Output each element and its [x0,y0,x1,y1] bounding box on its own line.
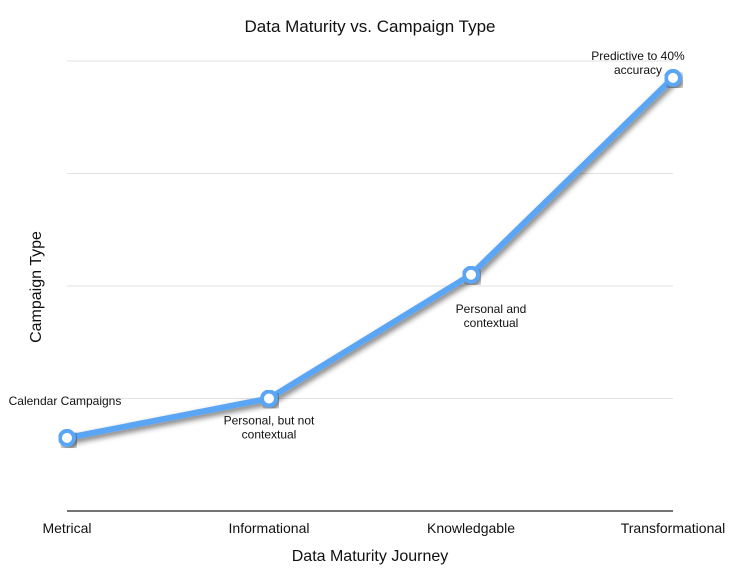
grid [67,60,673,399]
annotation-label: Personal and contextual [456,302,527,330]
x-tick-label: Transformational [621,520,726,536]
annotation-label: Calendar Campaigns [9,394,122,408]
data-point [58,428,76,447]
x-tick-label: Knowledgable [427,520,515,536]
annotation-label: Personal, but not contextual [224,414,315,442]
data-point [664,68,682,87]
x-tick-labels: Metrical Informational Knowledgable Transfo… [42,520,725,536]
data-point [462,265,480,284]
data-point [260,389,278,408]
x-tick-label: Metrical [42,520,91,536]
annotations: Calendar Campaigns Personal, but not conte… [9,49,685,442]
x-tick-label: Informational [229,520,310,536]
x-axis-label: Data Maturity Journey [292,548,449,565]
annotation-label: Predictive to 40% accuracy [591,49,685,77]
chart-title: Data Maturity vs. Campaign Type [244,17,495,36]
series [58,68,682,447]
series-line [64,74,676,441]
y-axis-label: Campaign Type [28,231,45,343]
